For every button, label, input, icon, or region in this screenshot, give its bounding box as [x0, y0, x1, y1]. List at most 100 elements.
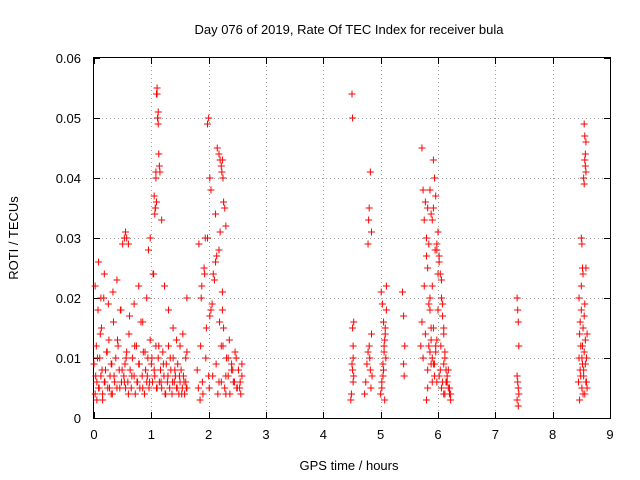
roti-point	[425, 300, 433, 308]
roti-point	[165, 342, 173, 350]
roti-point	[443, 372, 451, 380]
roti-point	[175, 372, 183, 380]
roti-point	[164, 372, 172, 380]
roti-point	[368, 372, 376, 380]
roti-point	[364, 240, 372, 248]
roti-point	[366, 168, 374, 176]
roti-point	[380, 342, 388, 350]
x-tick-label: 0	[90, 427, 97, 442]
roti-point	[221, 204, 229, 212]
roti-point	[579, 270, 587, 278]
roti-point	[228, 366, 236, 374]
roti-point	[381, 330, 389, 338]
roti-point	[441, 354, 449, 362]
roti-point	[201, 234, 209, 242]
roti-point	[114, 342, 122, 350]
roti-point	[128, 372, 136, 380]
roti-point	[428, 282, 436, 290]
roti-point	[349, 114, 357, 122]
roti-point	[367, 228, 375, 236]
roti-point	[206, 174, 214, 182]
roti-point	[349, 342, 357, 350]
roti-point	[144, 246, 152, 254]
roti-point	[379, 372, 387, 380]
roti-point	[441, 348, 449, 356]
roti-point	[578, 240, 586, 248]
roti-point	[578, 354, 586, 362]
roti-point	[114, 336, 122, 344]
roti-point	[232, 354, 240, 362]
roti-point	[427, 360, 435, 368]
x-tick-labels: 0 1 2 3 4 5 6 7 8 9	[90, 427, 613, 442]
roti-point	[380, 366, 388, 374]
roti-point	[581, 156, 589, 164]
roti-point	[143, 294, 151, 302]
roti-point	[362, 378, 370, 386]
roti-point	[578, 342, 586, 350]
roti-point	[117, 306, 125, 314]
roti-point	[582, 138, 590, 146]
x-tick-label: 8	[549, 427, 556, 442]
roti-point	[427, 210, 435, 218]
roti-point	[197, 342, 205, 350]
roti-point	[429, 324, 437, 332]
roti-point	[178, 390, 186, 398]
roti-point	[363, 360, 371, 368]
roti-point	[514, 384, 522, 392]
roti-point	[382, 306, 390, 314]
roti-point	[378, 300, 386, 308]
roti-point	[109, 318, 117, 326]
x-tick-label: 5	[377, 427, 384, 442]
roti-point	[583, 330, 591, 338]
roti-point	[398, 288, 406, 296]
y-tick-label: 0.05	[56, 111, 81, 126]
roti-point	[225, 336, 233, 344]
roti-point	[152, 174, 160, 182]
roti-point	[124, 240, 132, 248]
roti-point	[583, 384, 591, 392]
roti-point	[97, 294, 105, 302]
roti-point	[228, 360, 236, 368]
roti-point	[435, 252, 443, 260]
roti-point	[146, 234, 154, 242]
roti-point	[580, 366, 588, 374]
roti-point	[580, 348, 588, 356]
roti-point	[158, 216, 166, 224]
roti-point	[514, 378, 522, 386]
roti-point	[220, 324, 228, 332]
roti-point	[107, 390, 115, 398]
roti-point	[381, 396, 389, 404]
roti-point	[182, 354, 190, 362]
roti-point	[364, 348, 372, 356]
x-tick-label: 4	[320, 427, 327, 442]
roti-point	[131, 342, 139, 350]
roti-point	[428, 354, 436, 362]
roti-point	[155, 150, 163, 158]
roti-point	[122, 354, 130, 362]
roti-point	[193, 366, 201, 374]
roti-point	[204, 120, 212, 128]
roti-point	[120, 372, 128, 380]
roti-point	[121, 360, 129, 368]
roti-point	[148, 354, 156, 362]
x-tick-label: 9	[606, 427, 613, 442]
roti-point	[582, 378, 590, 386]
roti-point	[123, 234, 131, 242]
roti-point	[103, 348, 111, 356]
roti-point	[382, 282, 390, 290]
roti-point	[152, 90, 160, 98]
roti-point	[168, 390, 176, 398]
roti-point	[130, 300, 138, 308]
roti-point	[431, 174, 439, 182]
roti-point	[382, 354, 390, 362]
roti-point	[381, 324, 389, 332]
roti-point	[378, 384, 386, 392]
roti-point	[205, 372, 213, 380]
y-tick-label: 0.02	[56, 291, 81, 306]
roti-point	[421, 330, 429, 338]
roti-point	[113, 276, 121, 284]
roti-point	[418, 318, 426, 326]
roti-point	[104, 300, 112, 308]
roti-point	[224, 354, 232, 362]
